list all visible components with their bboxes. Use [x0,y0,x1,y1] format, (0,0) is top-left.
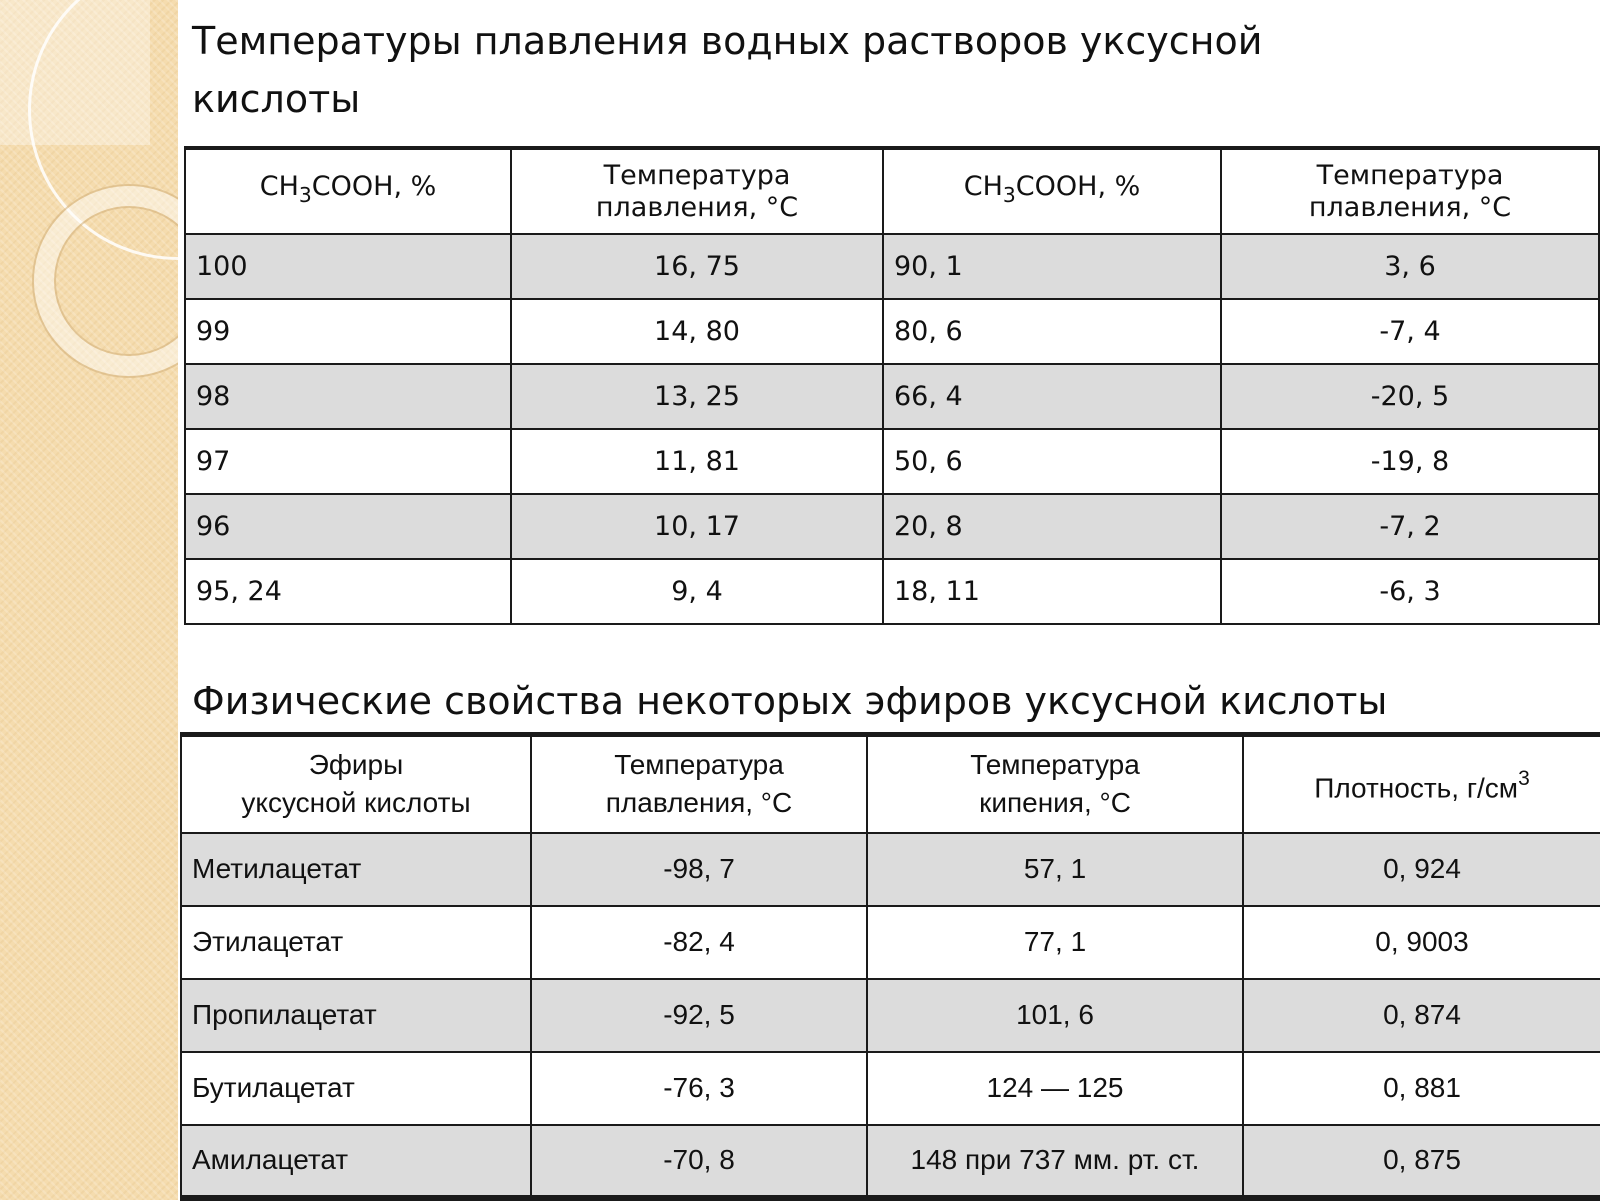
table-row: Амилацетат -70, 8 148 при 737 мм. рт. ст… [180,1123,1600,1199]
cell-ester-name: Пропилацетат [180,977,532,1053]
header-boiling-temp: Температура кипения, °C [866,733,1244,834]
cell-acid-percent: 90, 1 [882,233,1222,300]
table-row: Бутилацетат -76, 3 124 — 125 0, 881 [180,1050,1600,1126]
table-row: 98 13, 25 66, 4 -20, 5 [184,363,1600,430]
cell-ester-name: Амилацетат [180,1123,532,1199]
cell-density: 0, 881 [1242,1050,1600,1126]
cell-acid-percent: 80, 6 [882,298,1222,365]
decorative-sidebar [0,0,178,1200]
cell-melting-temp: -70, 8 [530,1123,868,1199]
cell-density: 0, 924 [1242,831,1600,907]
cell-ester-name: Бутилацетат [180,1050,532,1126]
cell-melting-temp: 9, 4 [510,558,884,625]
table-header-row: CH3COOH, % Температура плавления, °C CH3C… [184,147,1600,235]
header-esters: Эфиры уксусной кислоты [180,733,532,834]
cell-acid-percent: 100 [184,233,512,300]
cell-melting-temp: -76, 3 [530,1050,868,1126]
header-acid-percent: CH3COOH, % [184,147,512,235]
table-row: Этилацетат -82, 4 77, 1 0, 9003 [180,904,1600,980]
cell-melting-temp: -7, 2 [1220,493,1600,560]
table-row: Метилацетат -98, 7 57, 1 0, 924 [180,831,1600,907]
slide-title-melting: Температуры плавления водных растворов у… [192,19,1263,121]
cell-density: 0, 874 [1242,977,1600,1053]
header-melting-temp: Температура плавления, °C [530,733,868,834]
table-row: 96 10, 17 20, 8 -7, 2 [184,493,1600,560]
cell-acid-percent: 18, 11 [882,558,1222,625]
decorative-ring-small [34,186,178,376]
cell-melting-temp: 13, 25 [510,363,884,430]
cell-boiling-temp: 77, 1 [866,904,1244,980]
cell-ester-name: Этилацетат [180,904,532,980]
cell-melting-temp: -92, 5 [530,977,868,1053]
cell-melting-temp: -19, 8 [1220,428,1600,495]
cell-melting-temp: -20, 5 [1220,363,1600,430]
cell-acid-percent: 50, 6 [882,428,1222,495]
esters-properties-table: Эфиры уксусной кислоты Температура плавлен… [180,732,1600,1201]
cell-boiling-temp: 124 — 125 [866,1050,1244,1126]
slide-title-esters: Физические свойства некоторых эфиров укс… [192,679,1388,723]
cell-acid-percent: 96 [184,493,512,560]
cell-melting-temp: -82, 4 [530,904,868,980]
header-acid-percent: CH3COOH, % [882,147,1222,235]
header-melting-temp: Температура плавления, °C [1220,147,1600,235]
header-melting-temp: Температура плавления, °C [510,147,884,235]
cell-density: 0, 9003 [1242,904,1600,980]
cell-acid-percent: 66, 4 [882,363,1222,430]
cell-melting-temp: 3, 6 [1220,233,1600,300]
cell-melting-temp: 11, 81 [510,428,884,495]
cell-acid-percent: 95, 24 [184,558,512,625]
slide: Температуры плавления водных растворов у… [178,0,1600,1201]
table-row: 97 11, 81 50, 6 -19, 8 [184,428,1600,495]
cell-boiling-temp: 101, 6 [866,977,1244,1053]
table-row: 95, 24 9, 4 18, 11 -6, 3 [184,558,1600,625]
melting-points-table: CH3COOH, % Температура плавления, °C CH3C… [184,146,1600,625]
cell-acid-percent: 97 [184,428,512,495]
cell-density: 0, 875 [1242,1123,1600,1199]
cell-melting-temp: -7, 4 [1220,298,1600,365]
cell-melting-temp: 10, 17 [510,493,884,560]
cell-acid-percent: 20, 8 [882,493,1222,560]
table-header-row: Эфиры уксусной кислоты Температура плавлен… [180,733,1600,834]
cell-melting-temp: 16, 75 [510,233,884,300]
table-row: 100 16, 75 90, 1 3, 6 [184,233,1600,300]
cell-melting-temp: -98, 7 [530,831,868,907]
table-row: 99 14, 80 80, 6 -7, 4 [184,298,1600,365]
cell-melting-temp: -6, 3 [1220,558,1600,625]
cell-boiling-temp: 57, 1 [866,831,1244,907]
cell-ester-name: Метилацетат [180,831,532,907]
header-density: Плотность, г/см3 [1242,733,1600,834]
cell-melting-temp: 14, 80 [510,298,884,365]
table-row: Пропилацетат -92, 5 101, 6 0, 874 [180,977,1600,1053]
cell-acid-percent: 98 [184,363,512,430]
cell-boiling-temp: 148 при 737 мм. рт. ст. [866,1123,1244,1199]
cell-acid-percent: 99 [184,298,512,365]
